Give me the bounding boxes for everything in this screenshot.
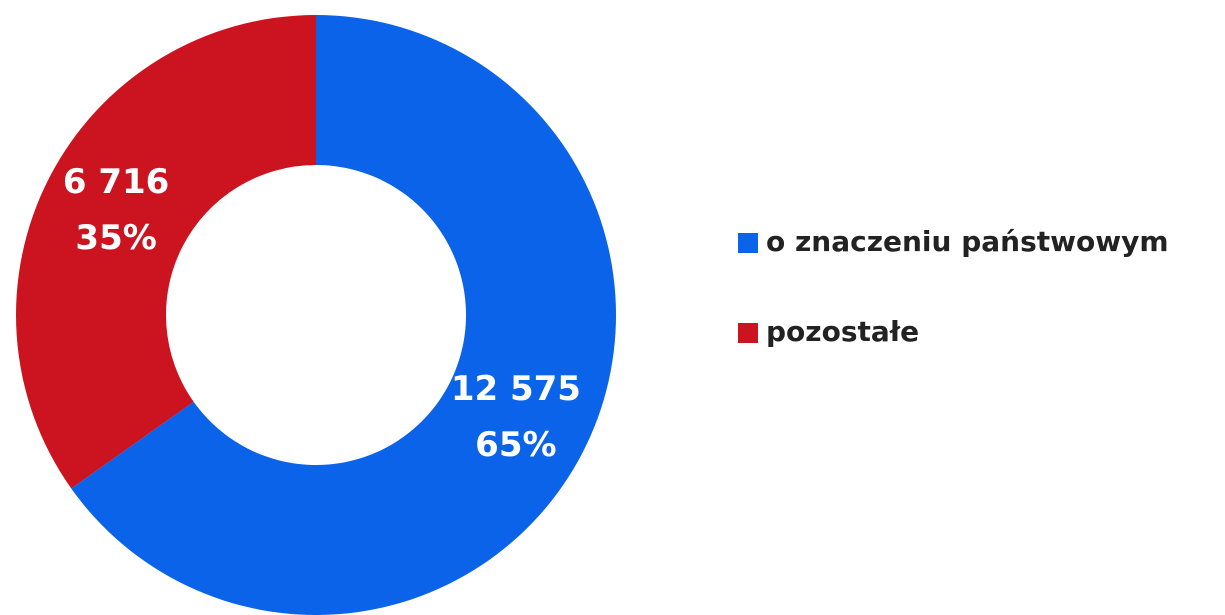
percent-label: 65% <box>475 425 556 465</box>
donut-slice <box>71 15 616 615</box>
percent-label: 35% <box>75 218 156 258</box>
legend-swatch <box>738 233 758 253</box>
donut-slice <box>15 14 316 489</box>
legend-label: o znaczeniu państwowym <box>766 225 1169 258</box>
value-label: 6 716 <box>63 162 169 202</box>
legend-label: pozostałe <box>766 315 919 348</box>
legend-swatch <box>738 323 758 343</box>
value-label: 12 575 <box>451 369 581 409</box>
